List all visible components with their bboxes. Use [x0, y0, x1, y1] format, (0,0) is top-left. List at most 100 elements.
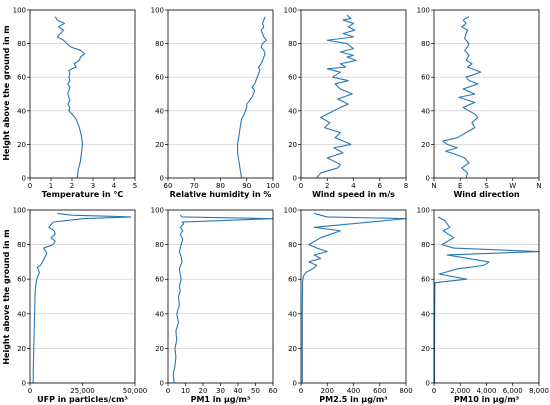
panel-6-frame — [167, 209, 274, 384]
panel-3-xtick-label: 8 — [404, 182, 408, 190]
panel-5-ytick-label: 0 — [22, 380, 26, 388]
panel-7-xtick-label: 200 — [321, 387, 334, 395]
panel-5-ytick-label: 100 — [13, 207, 26, 215]
panel-2-ytick-label: 100 — [151, 7, 164, 15]
panel-3-xtick-label: 2 — [325, 182, 329, 190]
panel-4-ytick-label: 80 — [421, 40, 430, 48]
panel-3-ytick-label: 80 — [288, 40, 297, 48]
panel-4-series-line — [442, 16, 482, 179]
panel-7-ytick-label: 80 — [288, 241, 297, 249]
panel-5-ytick-label: 40 — [17, 310, 26, 318]
panel-5-xtick-label: 50,000 — [123, 387, 148, 395]
panel-1-xtick-label: 4 — [112, 182, 117, 190]
panel-6-series-line — [172, 214, 274, 384]
panel-2-xtick-label: 80 — [216, 182, 225, 190]
panel-7-ytick-label: 0 — [293, 380, 297, 388]
panel-1-ytick-label: 60 — [17, 74, 26, 82]
panel-4-xtick-label: W — [509, 182, 516, 190]
panel-8-xtick-label: 6,000 — [503, 387, 523, 395]
panel-3-ytick-label: 0 — [293, 175, 297, 183]
panel-8-ytick-label: 60 — [421, 276, 430, 284]
panel-1-xtick-label: 5 — [133, 182, 137, 190]
panel-8-xlabel: PM10 in µg/m³ — [454, 395, 520, 404]
panel-7-ytick-label: 20 — [288, 345, 297, 353]
panel-1-xtick-label: 1 — [49, 182, 53, 190]
panel-2-xtick-label: 100 — [266, 182, 279, 190]
panel-2-series-line — [237, 16, 267, 179]
panel-2-frame — [167, 9, 274, 179]
panel-5-series-line — [32, 212, 132, 384]
panel-8-xtick-label: 8,000 — [529, 387, 549, 395]
panel-8-series-line — [433, 216, 540, 383]
panel-8-ytick-label: 40 — [421, 310, 430, 318]
panel-1-ytick-label: 0 — [22, 175, 26, 183]
panel-7-xtick-label: 600 — [373, 387, 386, 395]
panel-8-xtick-label: 4,000 — [476, 387, 496, 395]
panel-1-ytick-label: 40 — [17, 107, 26, 115]
panel-1-ytick-label: 20 — [17, 141, 26, 149]
panel-7-xtick-label: 800 — [399, 387, 412, 395]
panel-8-ytick-label: 80 — [421, 241, 430, 249]
panel-7-frame — [300, 209, 407, 384]
panel-4-xtick-label: N — [536, 182, 541, 190]
panel-3-xtick-label: 4 — [351, 182, 356, 190]
panel-1-xtick-label: 3 — [91, 182, 95, 190]
panel-6-xtick-label: 40 — [234, 387, 243, 395]
figure-ylabel-top: Height above the ground in m — [2, 25, 11, 160]
panel-2-ytick-label: 40 — [155, 107, 164, 115]
panel-4-xtick-label: S — [484, 182, 489, 190]
panel-4-ytick-label: 100 — [417, 7, 430, 15]
panel-3-ytick-label: 20 — [288, 141, 297, 149]
panel-6-xtick-label: 50 — [251, 387, 260, 395]
panel-1-ytick-label: 100 — [13, 7, 26, 15]
panel-5-frame — [29, 209, 136, 384]
panel-7-ytick-label: 40 — [288, 310, 297, 318]
panel-8-ytick-label: 100 — [417, 207, 430, 215]
panel-8-frame — [433, 209, 540, 384]
panel-8-xtick-label: 0 — [432, 387, 436, 395]
panel-8-xtick-label: 2,000 — [450, 387, 470, 395]
panel-6-ytick-label: 0 — [160, 380, 164, 388]
panel-3-xtick-label: 6 — [378, 182, 383, 190]
panel-3-ytick-label: 60 — [288, 74, 297, 82]
panel-7-ytick-label: 60 — [288, 276, 297, 284]
panel-4-ytick-label: 60 — [421, 74, 430, 82]
panel-5-ytick-label: 20 — [17, 345, 26, 353]
panel-6-ytick-label: 20 — [155, 345, 164, 353]
panel-1-xlabel: Temperature in °C — [42, 190, 124, 199]
panel-6-xlabel: PM1 in µg/m³ — [191, 395, 251, 404]
panel-1-series-line — [54, 16, 86, 179]
panel-8-ytick-label: 0 — [426, 380, 430, 388]
panel-2-xtick-label: 90 — [242, 182, 251, 190]
panel-2-xlabel: Relative humidity in % — [170, 190, 272, 199]
panel-3-ytick-label: 40 — [288, 107, 297, 115]
panel-3-xlabel: Wind speed in m/s — [312, 190, 395, 199]
panel-1-xtick-label: 2 — [70, 182, 74, 190]
panel-6-xtick-label: 20 — [199, 387, 208, 395]
panel-1-xtick-label: 0 — [28, 182, 32, 190]
panel-1-ytick-label: 80 — [17, 40, 26, 48]
panel-2-ytick-label: 0 — [160, 175, 164, 183]
panel-6-ytick-label: 40 — [155, 310, 164, 318]
panel-6-ytick-label: 80 — [155, 241, 164, 249]
panel-5-xlabel: UFP in particles/cm³ — [37, 395, 128, 404]
panel-4-xtick-label: E — [458, 182, 462, 190]
panel-7-xtick-label: 400 — [347, 387, 360, 395]
panel-2-ytick-label: 20 — [155, 141, 164, 149]
panel-4-xtick-label: N — [431, 182, 436, 190]
panel-2-ytick-label: 80 — [155, 40, 164, 48]
panel-7-xtick-label: 0 — [299, 387, 303, 395]
panel-2-xtick-label: 70 — [190, 182, 199, 190]
panel-6-xtick-label: 30 — [216, 387, 225, 395]
panel-3-ytick-label: 100 — [284, 7, 297, 15]
panel-4-frame — [433, 9, 540, 179]
panel-6-ytick-label: 60 — [155, 276, 164, 284]
panel-2-xtick-label: 60 — [164, 182, 173, 190]
panel-4-xlabel: Wind direction — [453, 190, 519, 199]
panel-5-xtick-label: 25,000 — [70, 387, 95, 395]
panel-4-ytick-label: 20 — [421, 141, 430, 149]
panel-6-xtick-label: 10 — [181, 387, 190, 395]
panel-7-series-line — [301, 212, 407, 383]
panel-5-ytick-label: 80 — [17, 241, 26, 249]
